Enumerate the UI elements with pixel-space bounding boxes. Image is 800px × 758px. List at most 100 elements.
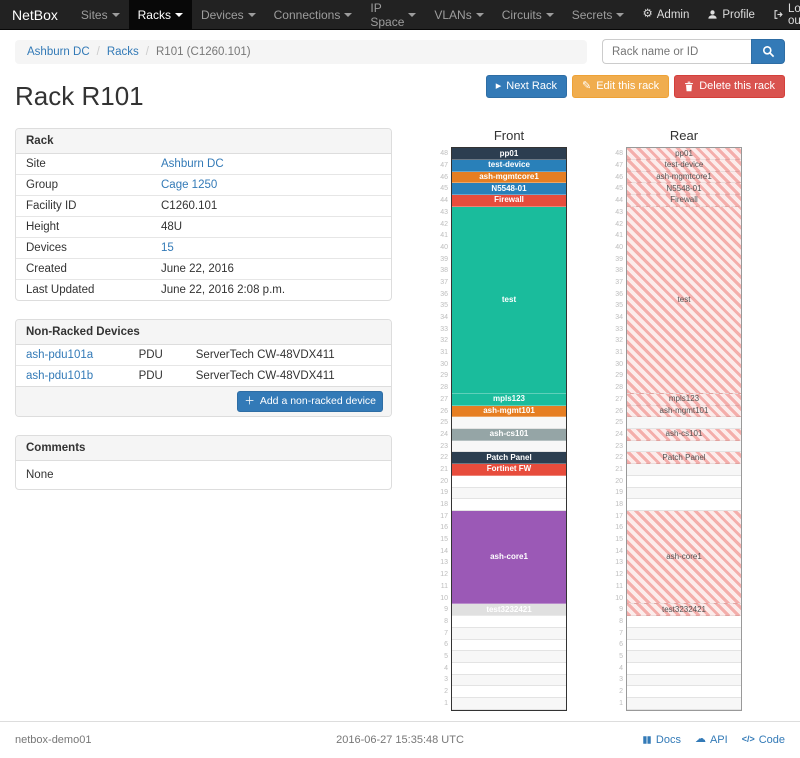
nonracked-panel-footer: ＋ Add a non-racked device [16,386,391,417]
attr-label: Site [26,158,46,171]
rack-device[interactable]: ash-mgmtcore1 [452,171,566,184]
rack-device[interactable]: test-device [627,160,741,172]
unit-number: 30 [440,360,448,368]
unit-number: 2 [619,688,623,696]
rack-rear-title: Rear [669,128,699,144]
footer-api-link[interactable]: ☁ API [695,734,728,746]
unit-number: 46 [615,173,623,181]
rack-device[interactable]: Fortinet FW [452,464,566,476]
rack-device[interactable]: mpls123 [452,394,566,406]
rack-device[interactable]: test3232421 [627,604,741,617]
rack-device[interactable]: ash-mgmt101 [452,405,566,418]
rack-device[interactable]: ash-cs101 [452,429,566,441]
unit-number: 48 [615,150,623,158]
unit-number: 48 [440,150,448,158]
edit-rack-button[interactable]: ✎ Edit this rack [572,75,670,99]
chevron-down-icon [616,12,625,17]
unit-number: 15 [615,536,623,544]
footer-code-link[interactable]: </> Code [742,734,785,746]
unit-number: 27 [615,395,623,403]
chevron-down-icon [344,12,353,17]
unit-number: 29 [615,372,623,380]
unit-number: 10 [615,594,623,602]
search-button[interactable] [751,39,785,64]
attr-value-link[interactable]: Ashburn DC [161,158,224,171]
nav-admin[interactable]: ⚙ Admin [633,0,698,29]
rack-device[interactable]: ash-core1 [627,510,741,605]
rack-device[interactable]: ash-mgmtcore1 [627,171,741,184]
rack-device[interactable]: ash-cs101 [627,429,741,441]
attr-label: Last Updated [16,279,151,301]
attr-value: Cage 1250 [151,174,391,196]
nav-item-label: Circuits [501,7,542,22]
nav-item-circuits[interactable]: Circuits [493,0,563,29]
rack-device[interactable]: test [452,206,566,395]
attr-value: June 22, 2016 [151,258,391,280]
unit-number: 40 [440,243,448,251]
rack-device[interactable]: mpls123 [627,394,741,406]
rack-search [602,39,785,64]
rack-device[interactable]: ash-mgmt101 [627,405,741,418]
unit-number: 46 [440,173,448,181]
nonracked-panel-title: Non-Racked Devices [16,320,391,346]
nav-item-label: Sites [80,7,108,22]
nav-item-label: Devices [200,7,244,22]
attr-label: Devices [16,237,151,259]
nav-item-racks[interactable]: Racks [128,0,192,29]
delete-rack-button[interactable]: Delete this rack [674,75,785,99]
rack-device[interactable]: test [627,206,741,395]
rack-device[interactable]: Patch Panel [627,452,741,465]
attr-label: Facility ID [16,195,151,217]
unit-number: 1 [444,699,448,707]
rack-device[interactable]: pp01 [452,148,566,161]
rack-device[interactable]: Firewall [452,195,566,207]
rack-device[interactable]: ash-core1 [452,510,566,605]
attr-value: Ashburn DC [151,154,391,175]
add-nonracked-device-button[interactable]: ＋ Add a non-racked device [237,391,383,413]
rack-device[interactable]: Firewall [627,195,741,207]
rack-device[interactable]: Patch Panel [452,452,566,465]
footer-docs-link[interactable]: Docs [642,734,681,746]
rack-device[interactable]: test-device [452,160,566,172]
unit-number: 44 [615,197,623,205]
unit-number: 38 [440,267,448,275]
attr-value-link[interactable]: 15 [161,242,174,255]
device-role-cell: PDU [128,365,186,387]
gear-icon: ⚙ [642,7,653,20]
unit-number: 13 [440,559,448,567]
rack-actions: ▸ Next Rack ✎ Edit this rack Delete this… [15,75,785,99]
rack-device[interactable]: N5548-01 [452,183,566,196]
netbox-brand[interactable]: NetBox [12,6,58,23]
navbar-right: ⚙ Admin Profile Log out [633,0,800,29]
comments-value: None [26,469,54,482]
breadcrumb-link-site[interactable]: Ashburn DC [27,45,90,58]
nav-item-ip-space[interactable]: IP Space [361,0,425,29]
unit-number: 13 [615,559,623,567]
search-input[interactable] [602,39,751,64]
nav-item-vlans[interactable]: VLANs [425,0,492,29]
nav-item-connections[interactable]: Connections [265,0,362,29]
next-rack-button[interactable]: ▸ Next Rack [485,75,567,99]
rack-slot-empty [452,487,566,500]
breadcrumb-link-racks[interactable]: Racks [106,45,139,58]
unit-number: 35 [440,302,448,310]
device-name-link[interactable]: ash-pdu101b [26,370,94,383]
nav-item-devices[interactable]: Devices [192,0,265,29]
chevron-down-icon [247,12,256,17]
plus-icon: ＋ [244,395,255,408]
rack-device[interactable]: pp01 [627,148,741,161]
nav-item-label: Secrets [571,7,613,22]
device-name-link[interactable]: ash-pdu101a [26,349,94,362]
rack-device[interactable]: N5548-01 [627,183,741,196]
nav-item-sites[interactable]: Sites [72,0,129,29]
nav-logout[interactable]: Log out [764,0,800,29]
nav-admin-label: Admin [656,8,690,21]
nav-item-secrets[interactable]: Secrets [563,0,634,29]
device-role-cell: PDU [138,349,163,362]
unit-number: 16 [615,524,623,532]
rack-device[interactable]: test3232421 [452,604,566,617]
unit-number: 25 [440,419,448,427]
nav-profile[interactable]: Profile [698,0,764,29]
unit-number: 36 [440,290,448,298]
attr-value-link[interactable]: Cage 1250 [161,179,218,192]
